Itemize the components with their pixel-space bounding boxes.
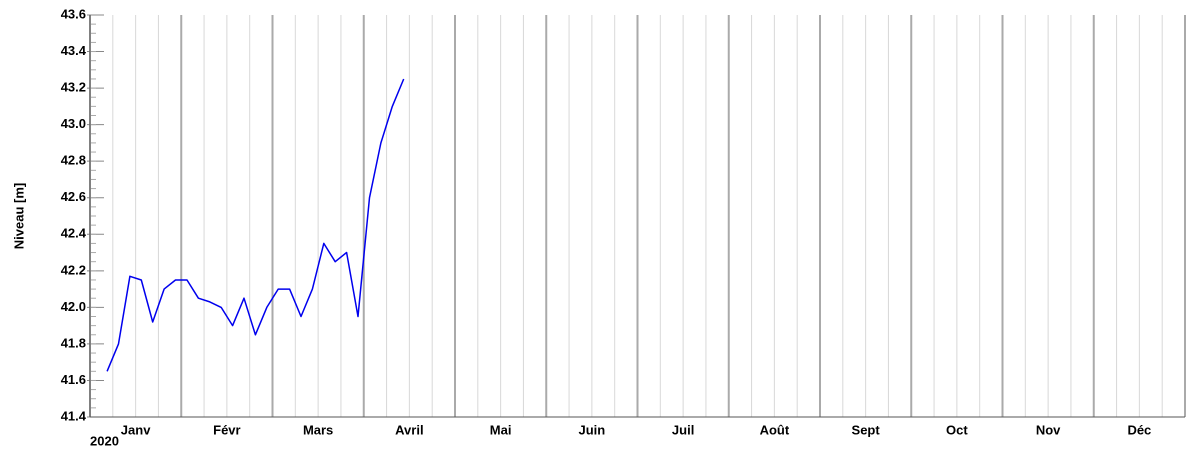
y-tick-label: 41.8 [61,335,86,350]
x-tick-label: Mars [303,422,333,437]
y-tick-label: 41.6 [61,372,86,387]
y-tick-label: 42.6 [61,189,86,204]
x-tick-label: Mai [490,422,512,437]
y-tick-label: 43.4 [61,43,87,58]
y-tick-label: 42.4 [61,226,87,241]
y-tick-label: 43.0 [61,116,86,131]
year-label: 2020 [90,433,119,448]
x-tick-label: Oct [946,422,968,437]
y-tick-label: 42.8 [61,153,86,168]
x-tick-label: Juin [579,422,606,437]
x-tick-label: Sept [852,422,881,437]
y-tick-label: 42.0 [61,299,86,314]
y-tick-label: 43.6 [61,6,86,21]
x-tick-label: Févr [213,422,240,437]
x-tick-label: Juil [672,422,694,437]
x-tick-label: Janv [121,422,151,437]
x-tick-label: Déc [1127,422,1151,437]
y-tick-label: 43.2 [61,80,86,95]
y-tick-label: 41.4 [61,408,87,423]
x-tick-label: Avril [395,422,423,437]
data-line [106,78,405,372]
y-tick-label: 42.2 [61,262,86,277]
y-axis-label: Niveau [m] [11,183,26,249]
x-tick-label: Nov [1036,422,1061,437]
x-tick-label: Août [760,422,790,437]
